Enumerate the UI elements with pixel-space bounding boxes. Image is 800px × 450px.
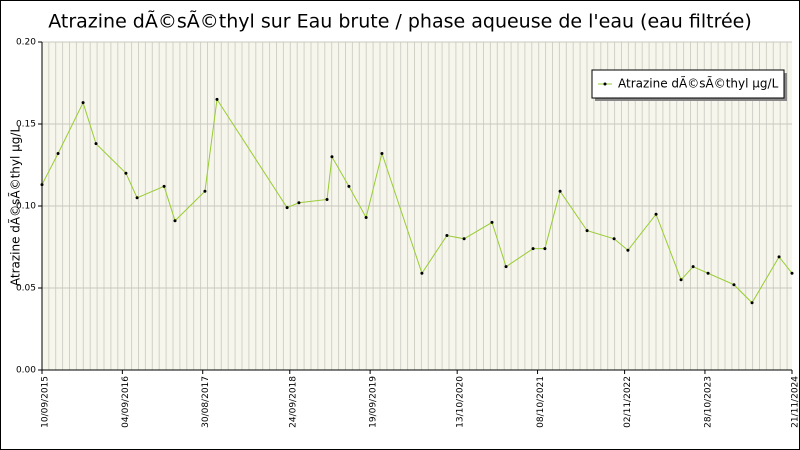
data-point	[691, 265, 695, 269]
data-point	[504, 265, 508, 269]
x-tick-label: 19/09/2019	[369, 376, 379, 428]
data-point	[215, 97, 219, 101]
data-point	[325, 197, 329, 201]
y-axis-label: Atrazine dÃ©sÃ©thyl µg/L	[8, 126, 23, 287]
x-tick-label: 02/11/2022	[623, 376, 633, 428]
y-tick-label: 0.05	[16, 284, 36, 294]
data-point	[364, 215, 368, 219]
data-point	[56, 152, 60, 156]
data-point	[585, 229, 589, 233]
data-point	[543, 247, 547, 251]
data-point	[706, 271, 710, 275]
x-tick-label: 04/09/2016	[121, 376, 131, 428]
x-tick-label: 08/10/2021	[536, 376, 546, 428]
data-point	[285, 206, 289, 210]
data-point	[654, 212, 658, 216]
x-tick-label: 30/08/2017	[201, 376, 211, 428]
data-point	[162, 184, 166, 188]
data-point	[420, 271, 424, 275]
data-point	[490, 220, 494, 224]
data-point	[94, 142, 98, 146]
y-tick-label: 0.20	[16, 38, 36, 48]
data-point	[679, 278, 683, 282]
data-point	[531, 247, 535, 251]
data-point	[124, 171, 128, 175]
data-point	[777, 255, 781, 259]
data-point	[750, 301, 754, 305]
data-point	[626, 248, 630, 252]
x-tick-label: 21/11/2024	[791, 376, 800, 428]
x-tick-label: 28/10/2023	[703, 376, 713, 428]
data-point	[445, 234, 449, 238]
legend-box	[591, 69, 785, 99]
legend-marker	[603, 82, 607, 86]
data-point	[558, 189, 562, 193]
y-tick-label: 0.00	[16, 366, 36, 376]
data-point	[612, 237, 616, 241]
x-tick-label: 10/09/2015	[41, 376, 51, 428]
y-tick-label: 0.10	[16, 202, 36, 212]
data-point	[347, 184, 351, 188]
data-point	[297, 201, 301, 205]
x-tick-label: 24/09/2018	[288, 376, 298, 428]
data-point	[790, 271, 794, 275]
legend-label: Atrazine dÃ©sÃ©thyl µg/L	[618, 76, 779, 91]
data-point	[732, 283, 736, 287]
data-point	[135, 196, 139, 200]
data-point	[203, 189, 207, 193]
chart-title: Atrazine dÃ©sÃ©thyl sur Eau brute / phas…	[48, 10, 752, 33]
x-tick-label: 13/10/2020	[456, 376, 466, 428]
data-point	[81, 101, 85, 105]
data-point	[173, 219, 177, 223]
data-point	[462, 237, 466, 241]
data-point	[40, 183, 44, 187]
data-line	[41, 97, 793, 304]
y-tick-label: 0.15	[16, 120, 36, 130]
data-point	[330, 155, 334, 159]
data-point	[380, 152, 384, 156]
